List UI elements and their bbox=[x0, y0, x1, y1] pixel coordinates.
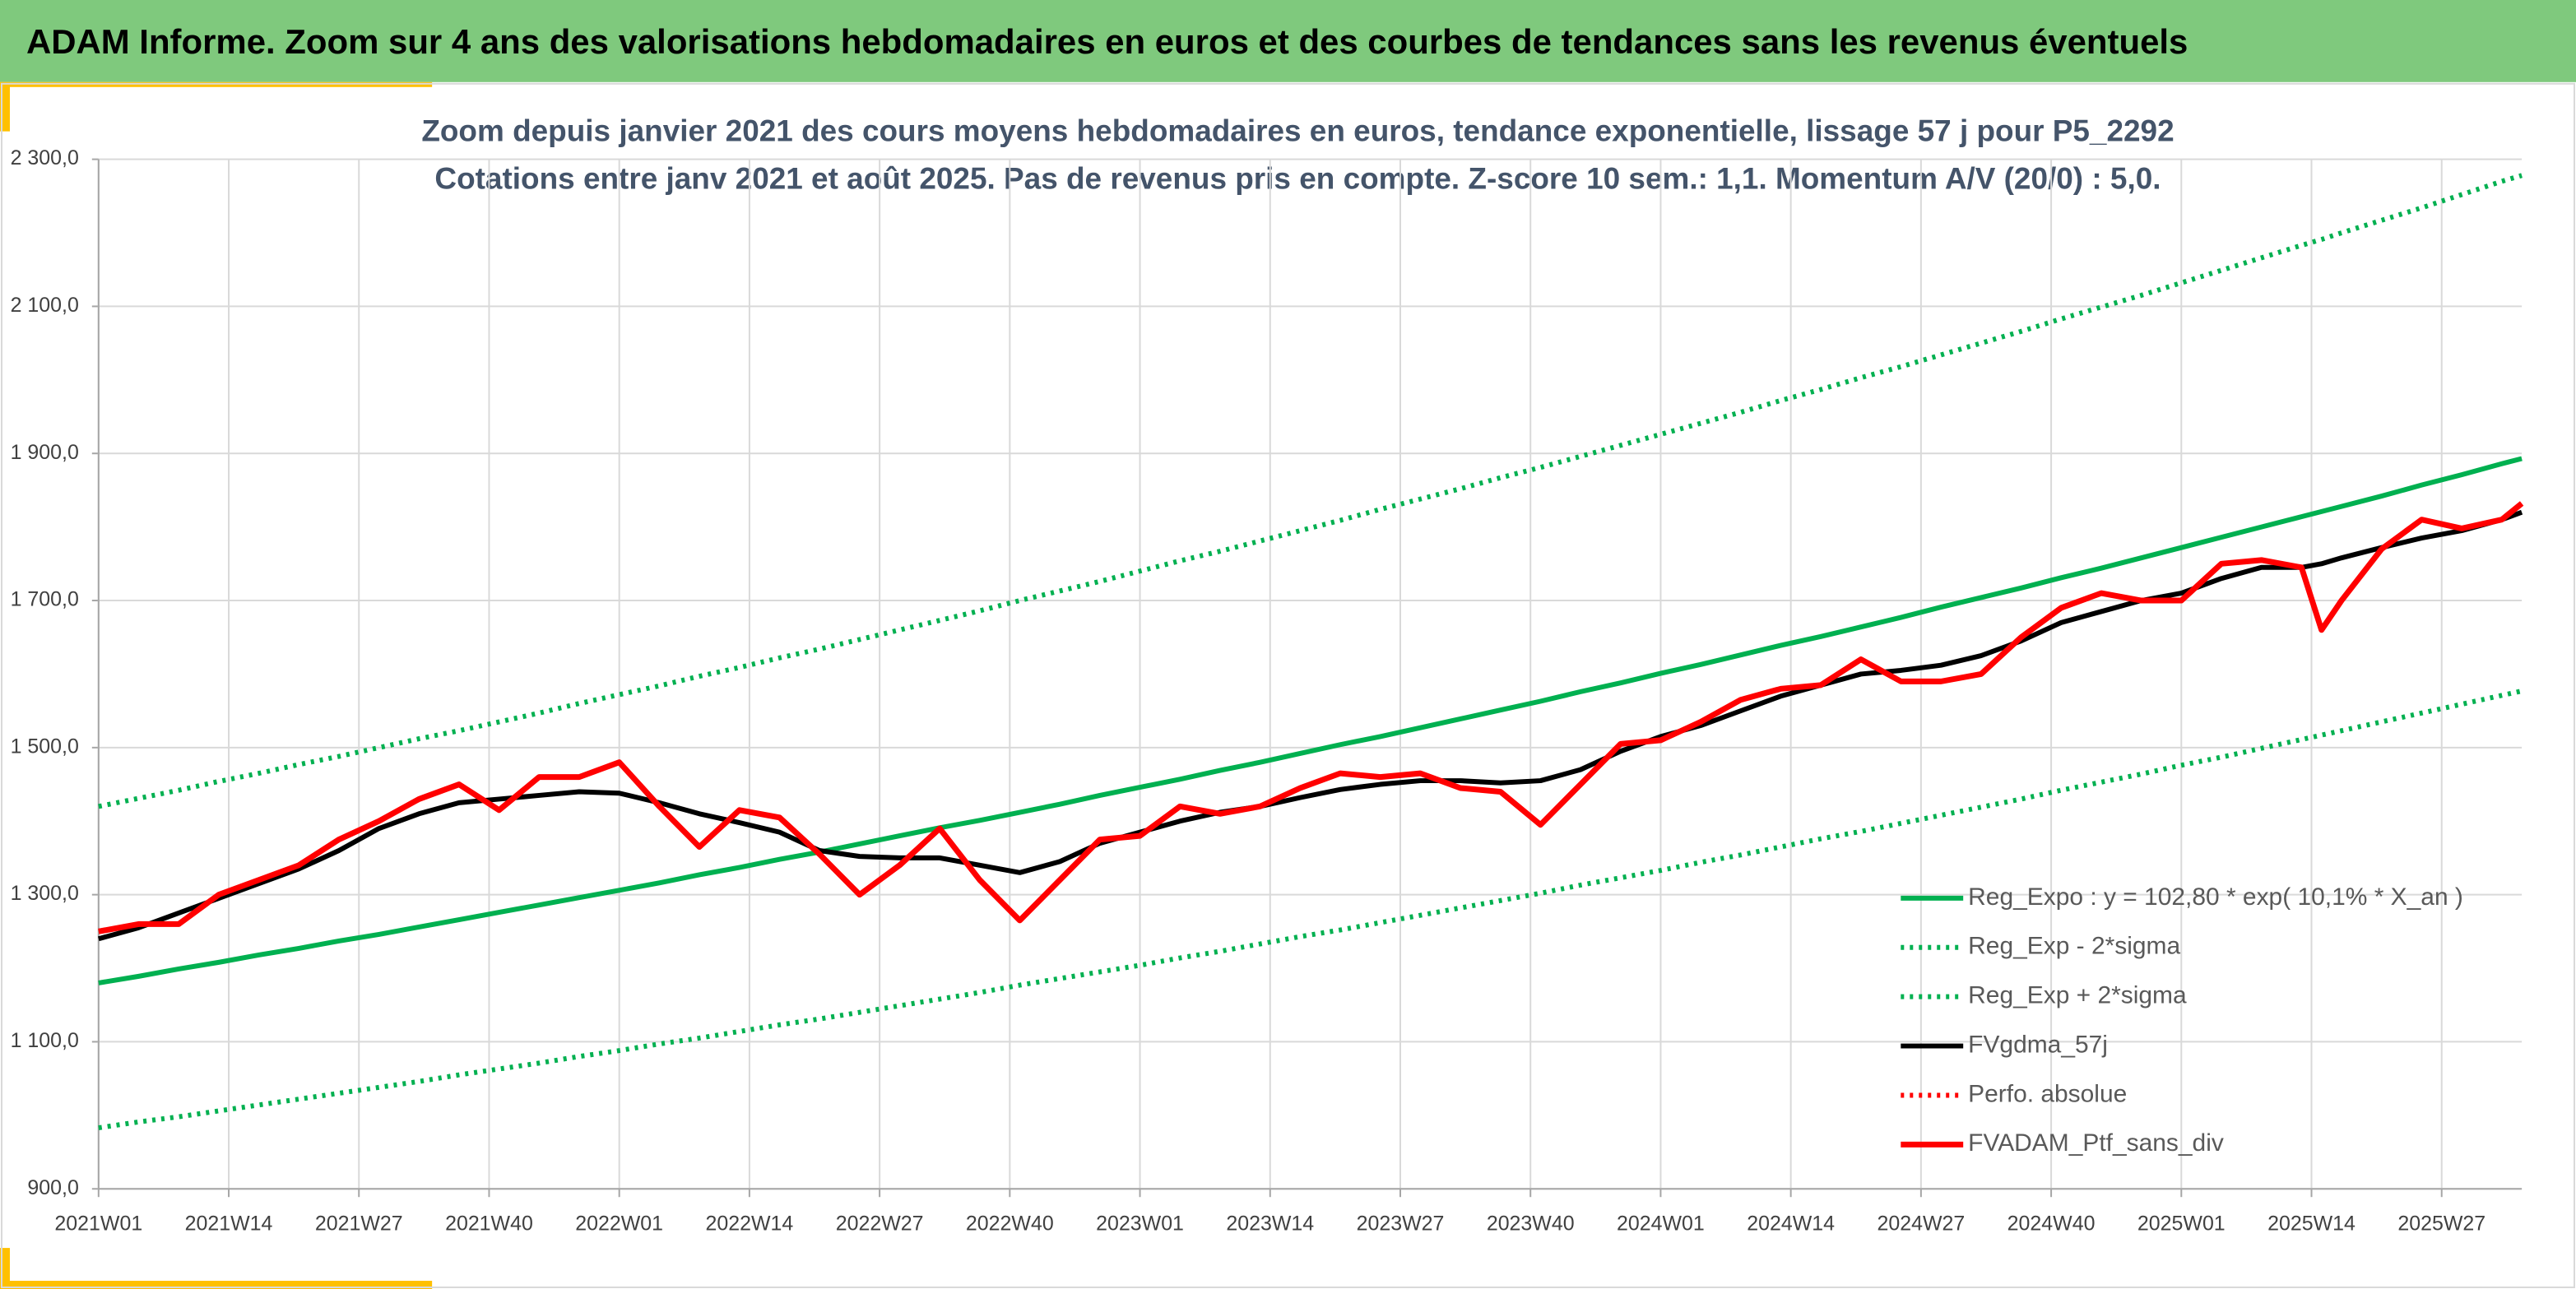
y-tick-label: 1 100,0 bbox=[11, 1029, 79, 1052]
legend-label: Perfo. absolue bbox=[1968, 1080, 2127, 1107]
chart-subtitle: Cotations entre janv 2021 et août 2025. … bbox=[434, 161, 2161, 195]
series-line bbox=[98, 456, 2523, 985]
y-tick-label: 1 700,0 bbox=[11, 588, 79, 611]
corner-accent bbox=[0, 1248, 10, 1289]
series-line bbox=[98, 689, 2523, 1130]
corner-accent bbox=[0, 1281, 433, 1289]
x-tick-label: 2021W01 bbox=[54, 1212, 142, 1236]
y-tick-label: 2 300,0 bbox=[11, 146, 79, 169]
x-tick-label: 2024W01 bbox=[1617, 1212, 1705, 1236]
x-tick-label: 2023W27 bbox=[1357, 1212, 1445, 1236]
x-tick-label: 2023W14 bbox=[1226, 1212, 1314, 1236]
y-tick-label: 900,0 bbox=[27, 1176, 78, 1199]
x-tick-label: 2024W40 bbox=[2007, 1212, 2096, 1236]
y-tick-label: 1 300,0 bbox=[11, 882, 79, 905]
x-tick-label: 2021W27 bbox=[315, 1212, 403, 1236]
legend-label: FVADAM_Ptf_sans_div bbox=[1968, 1129, 2224, 1157]
legend-label: Reg_Expo : y = 102,80 * exp( 10,1% * X_a… bbox=[1968, 883, 2463, 911]
header-band bbox=[0, 0, 2576, 82]
corner-accent bbox=[0, 81, 10, 132]
x-tick-label: 2022W27 bbox=[836, 1212, 924, 1236]
x-tick-label: 2023W01 bbox=[1096, 1212, 1184, 1236]
x-tick-label: 2023W40 bbox=[1487, 1212, 1575, 1236]
x-tick-label: 2025W27 bbox=[2397, 1212, 2485, 1236]
header-title: ADAM Informe. Zoom sur 4 ans des valoris… bbox=[26, 22, 2188, 61]
y-tick-label: 1 500,0 bbox=[11, 735, 79, 758]
x-tick-label: 2021W40 bbox=[445, 1212, 533, 1236]
x-tick-label: 2022W14 bbox=[706, 1212, 794, 1236]
x-tick-label: 2025W01 bbox=[2137, 1212, 2226, 1236]
frame bbox=[0, 82, 2576, 1289]
x-tick-label: 2021W14 bbox=[185, 1212, 273, 1236]
series-line bbox=[98, 173, 2523, 809]
legend-label: Reg_Exp + 2*sigma bbox=[1968, 982, 2187, 1009]
x-tick-label: 2024W14 bbox=[1747, 1212, 1835, 1236]
x-tick-label: 2022W01 bbox=[575, 1212, 663, 1236]
x-tick-label: 2025W14 bbox=[2267, 1212, 2356, 1236]
y-tick-label: 1 900,0 bbox=[11, 441, 79, 464]
x-tick-label: 2022W40 bbox=[966, 1212, 1054, 1236]
x-tick-label: 2024W27 bbox=[1877, 1212, 1965, 1236]
y-tick-label: 2 100,0 bbox=[11, 294, 79, 317]
chart-title: Zoom depuis janvier 2021 des cours moyen… bbox=[421, 114, 2174, 147]
series-line bbox=[98, 501, 2524, 934]
legend-label: FVgdma_57j bbox=[1968, 1031, 2108, 1058]
legend-label: Reg_Exp - 2*sigma bbox=[1968, 933, 2180, 960]
